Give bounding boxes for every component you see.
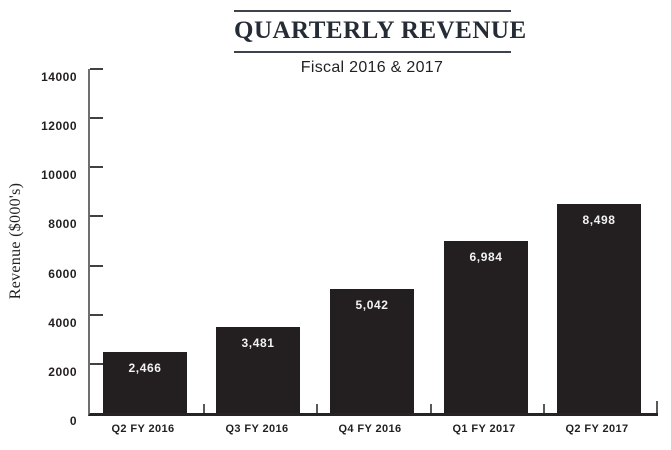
x-category-label: Q1 FY 2017: [452, 423, 516, 435]
bar-value-label: 6,984: [469, 250, 503, 264]
y-tick: [90, 363, 103, 365]
chart-header: QUARTERLY REVENUE: [234, 10, 527, 53]
y-tick-label: 8000: [48, 217, 77, 231]
y-tick-label: 14000: [41, 70, 77, 84]
bars: 2,466 3,481 5,042 6,984 8,498: [90, 69, 658, 413]
x-tick: [430, 404, 432, 413]
bar: 8,498: [557, 204, 641, 413]
y-tick: [90, 117, 103, 119]
x-axis-ticks: [90, 69, 658, 413]
x-tick: [203, 404, 205, 413]
y-tick-label: 2000: [48, 365, 77, 379]
bar: 3,481: [216, 327, 300, 413]
x-category-label: Q4 FY 2016: [338, 423, 402, 435]
x-axis-end-tick: [656, 401, 658, 413]
y-tick-label: 4000: [48, 316, 77, 330]
y-tick-label: 10000: [41, 168, 77, 182]
x-category-label: Q2 FY 2017: [565, 423, 629, 435]
bar-value-label: 8,498: [582, 213, 616, 227]
x-category-label: Q2 FY 2016: [111, 423, 175, 435]
bar-value-label: 2,466: [128, 361, 162, 375]
bar-value-label: 3,481: [241, 336, 275, 350]
y-tick-label: 12000: [41, 119, 77, 133]
y-tick: [90, 68, 103, 70]
y-tick: [90, 265, 103, 267]
x-category-label: Q3 FY 2016: [225, 423, 289, 435]
bar: 6,984: [444, 241, 528, 413]
y-axis-labels: 0 2000 4000 6000 8000 10000 12000 14000: [0, 0, 77, 450]
x-axis-labels: Q2 FY 2016 Q3 FY 2016 Q4 FY 2016 Q1 FY 2017…: [88, 421, 656, 437]
chart-title: QUARTERLY REVENUE: [234, 17, 527, 44]
title-rule-top: [234, 10, 511, 12]
x-tick: [316, 404, 318, 413]
bar: 2,466: [103, 352, 187, 413]
y-axis-ticks: [90, 68, 658, 413]
chart-subtitle: Fiscal 2016 & 2017: [300, 59, 444, 76]
bar: 5,042: [330, 289, 414, 413]
title-rule-bottom: [234, 51, 511, 53]
plot-area: 2,466 3,481 5,042 6,984 8,498: [88, 68, 658, 416]
bar-value-label: 5,042: [355, 298, 389, 312]
y-tick: [90, 314, 103, 316]
y-tick-label: 6000: [48, 267, 77, 281]
x-tick: [543, 404, 545, 413]
y-tick-label: 0: [69, 414, 77, 428]
y-tick: [90, 215, 103, 217]
y-tick: [90, 166, 103, 168]
